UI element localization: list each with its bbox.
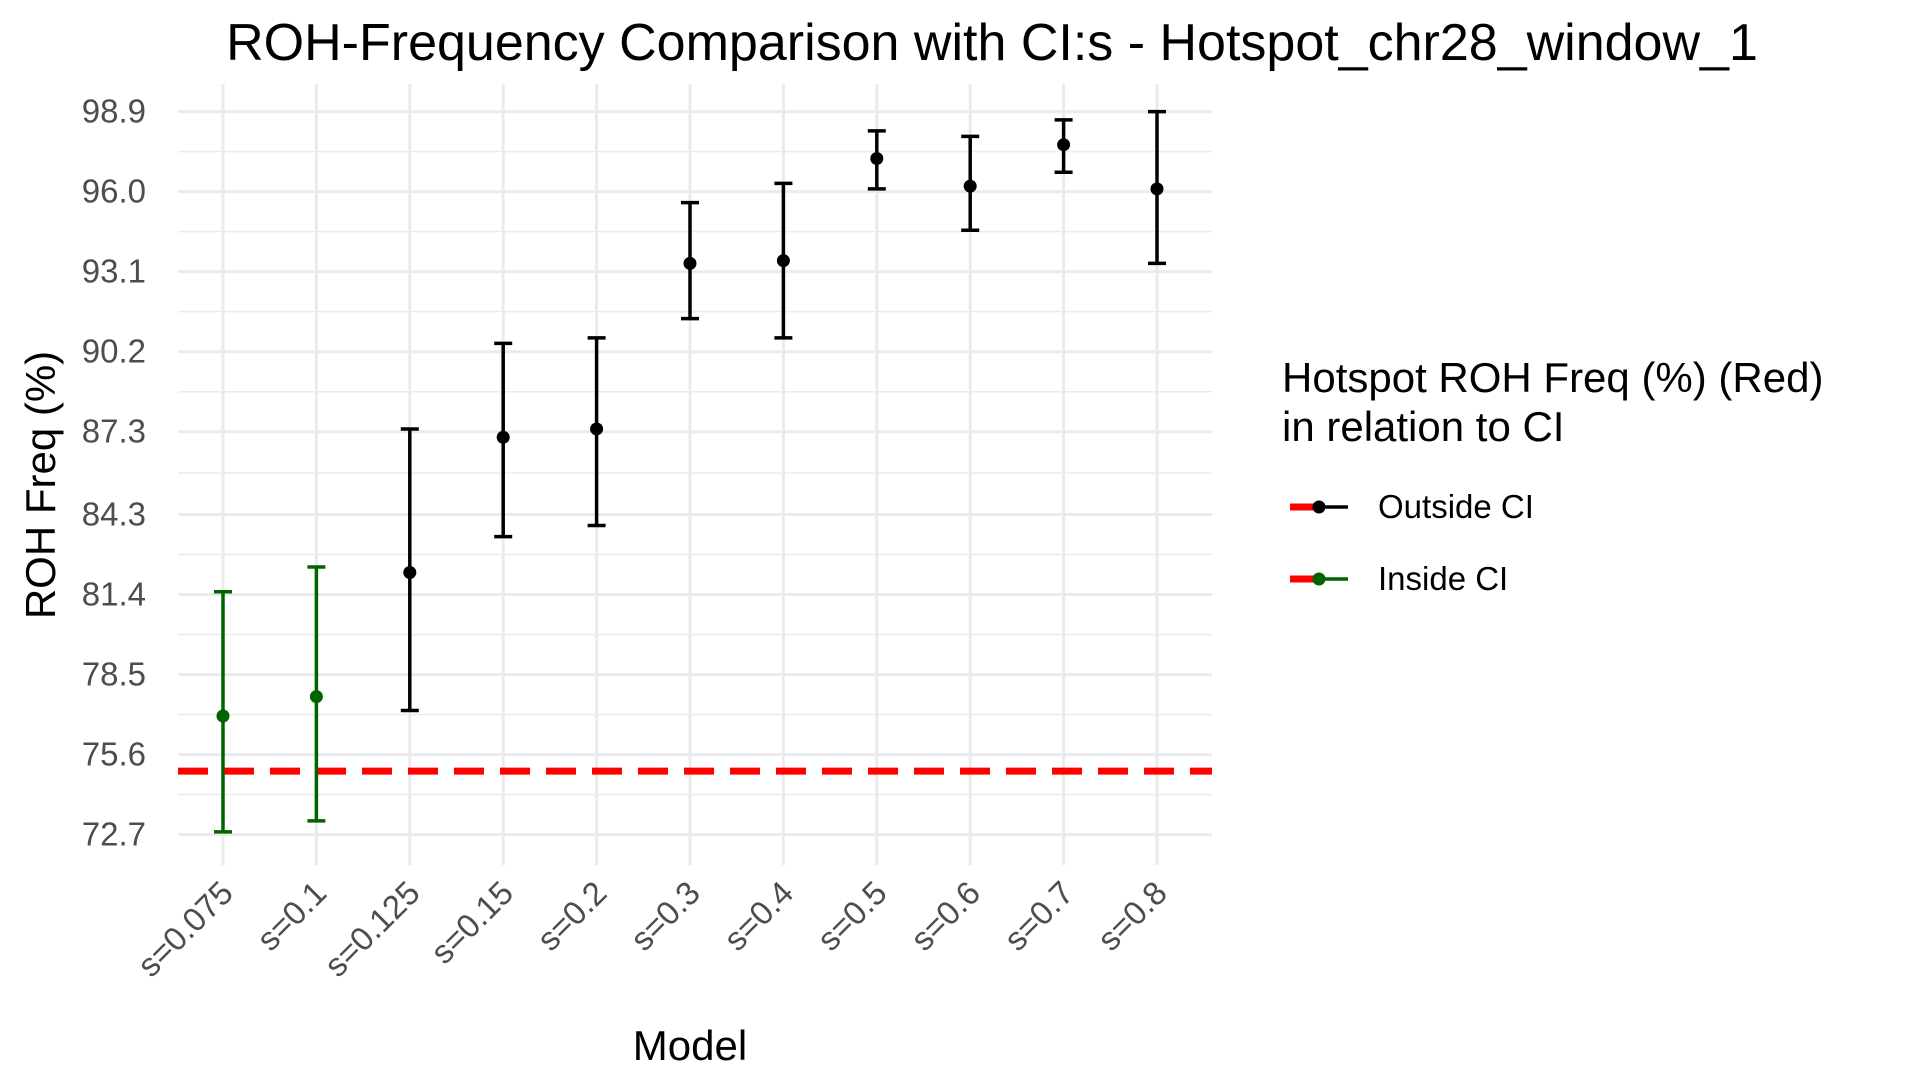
data-point xyxy=(403,565,417,579)
y-tick-labels: 72.7 75.6 78.5 81.4 84.3 87.3 90.2 93.1 96.0 98.9 xyxy=(82,93,146,853)
data-point xyxy=(496,430,510,444)
data-point xyxy=(590,422,604,436)
y-tick-label: 75.6 xyxy=(82,736,146,773)
y-axis-title: ROH Freq (%) xyxy=(17,351,64,619)
legend-series-point xyxy=(1312,572,1326,586)
y-tick-label: 81.4 xyxy=(82,576,146,613)
y-tick-label: 90.2 xyxy=(82,333,146,370)
grid xyxy=(178,84,1212,865)
data-point xyxy=(683,256,697,270)
y-tick-label: 72.7 xyxy=(82,816,146,853)
chart-title: ROH-Frequency Comparison with CI:s - Hot… xyxy=(226,14,1758,72)
legend: Hotspot ROH Freq (%) (Red) in relation t… xyxy=(1282,354,1823,597)
x-tick-label: s=0.6 xyxy=(903,874,987,958)
y-tick-label: 98.9 xyxy=(82,93,146,130)
data-point xyxy=(1150,182,1164,196)
y-tick-label: 87.3 xyxy=(82,413,146,450)
x-axis-title: Model xyxy=(633,1022,747,1069)
legend-key: Inside CI xyxy=(1290,560,1508,597)
y-tick-label: 78.5 xyxy=(82,656,146,693)
data-point xyxy=(309,690,323,704)
y-tick-label: 96.0 xyxy=(82,173,146,210)
x-tick-label: s=0.1 xyxy=(249,874,333,958)
x-tick-label: s=0.075 xyxy=(130,874,240,984)
y-tick-label: 93.1 xyxy=(82,253,146,290)
y-tick-label: 84.3 xyxy=(82,496,146,533)
legend-title-line-1: Hotspot ROH Freq (%) (Red) xyxy=(1282,354,1823,401)
legend-key: Outside CI xyxy=(1290,488,1534,525)
legend-series-point xyxy=(1312,500,1326,514)
x-tick-label: s=0.125 xyxy=(317,874,427,984)
x-tick-label: s=0.5 xyxy=(810,874,894,958)
data-point xyxy=(216,709,230,723)
x-tick-label: s=0.7 xyxy=(997,874,1081,958)
x-tick-label: s=0.3 xyxy=(623,874,707,958)
x-tick-label: s=0.4 xyxy=(716,874,800,958)
legend-label: Inside CI xyxy=(1378,560,1508,597)
error-bars xyxy=(214,109,1166,834)
legend-title-line-2: in relation to CI xyxy=(1282,403,1564,450)
x-tick-label: s=0.2 xyxy=(530,874,614,958)
data-point xyxy=(963,179,977,193)
legend-keys: Outside CI Inside CI xyxy=(1290,488,1534,597)
legend-label: Outside CI xyxy=(1378,488,1534,525)
data-point xyxy=(776,254,790,268)
data-points xyxy=(216,138,1164,723)
x-tick-label: s=0.15 xyxy=(423,874,520,971)
data-point xyxy=(1057,138,1071,152)
data-point xyxy=(870,152,884,166)
x-tick-label: s=0.8 xyxy=(1090,874,1174,958)
